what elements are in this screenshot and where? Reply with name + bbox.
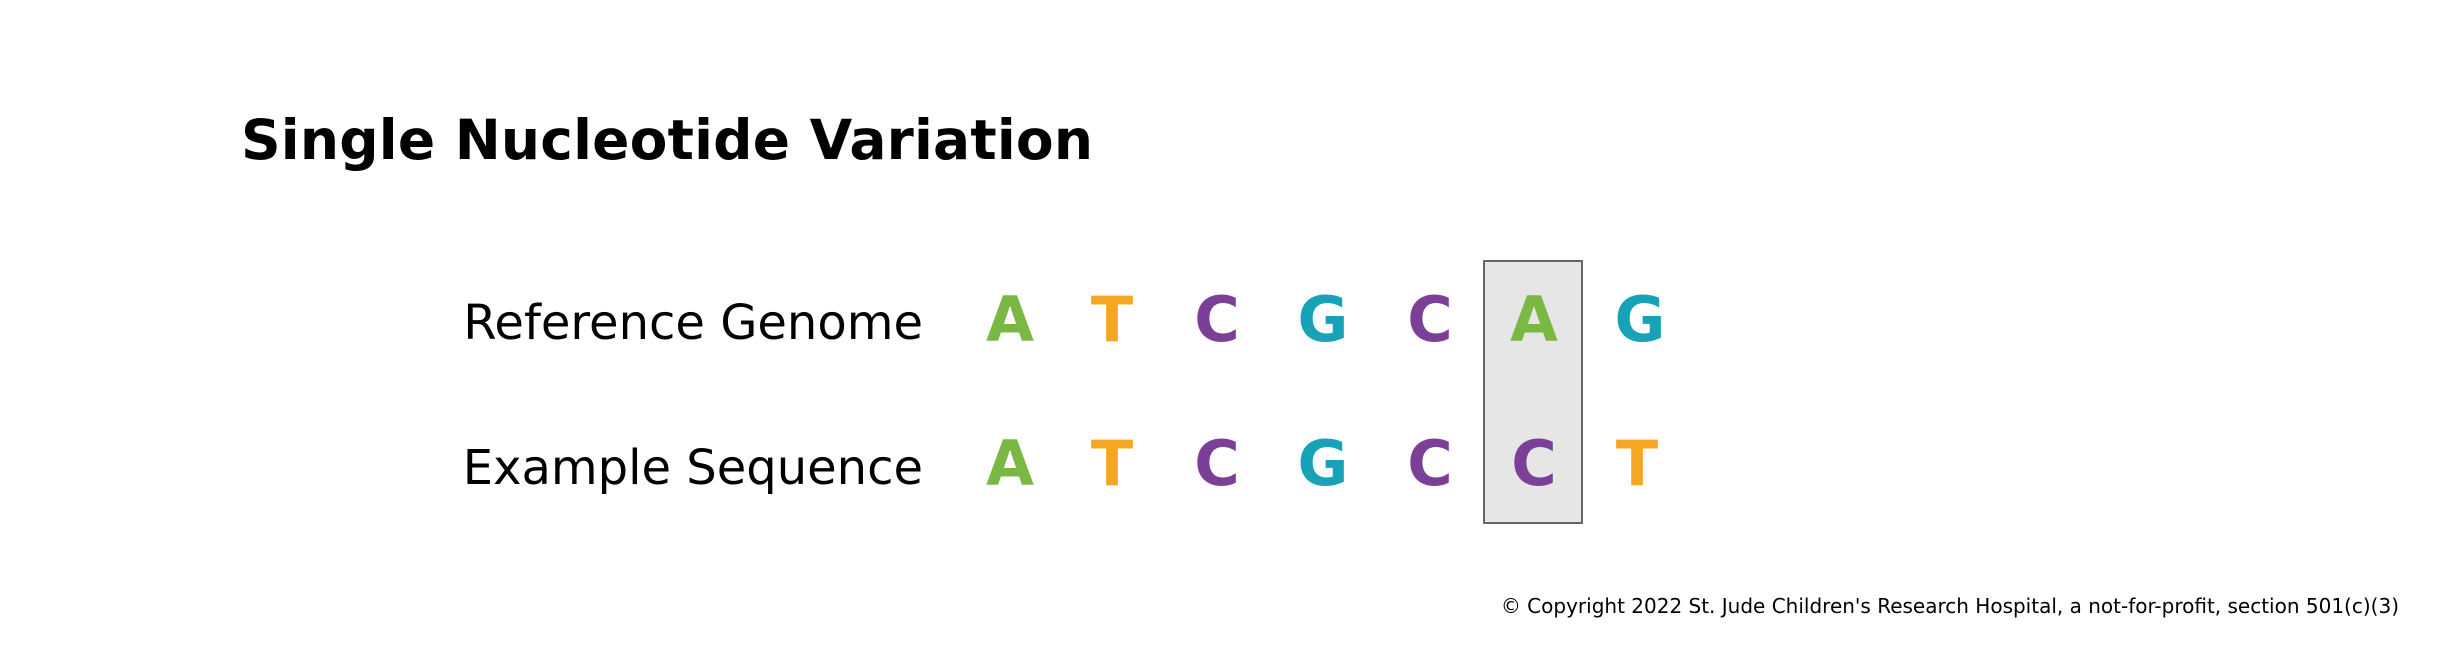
example-base-5: C xyxy=(1407,427,1453,500)
example-base-1: A xyxy=(986,427,1034,500)
reference-base-3: C xyxy=(1194,283,1240,356)
example-base-2: T xyxy=(1090,427,1134,500)
reference-base-4: G xyxy=(1297,283,1349,356)
example-sequence-label: Example Sequence xyxy=(462,440,923,496)
reference-base-7: G xyxy=(1614,283,1666,356)
variant-highlight-box xyxy=(1483,260,1583,524)
reference-base-5: C xyxy=(1407,283,1453,356)
reference-base-2: T xyxy=(1090,283,1134,356)
example-base-3: C xyxy=(1194,427,1240,500)
example-base-7: T xyxy=(1615,427,1659,500)
reference-base-6: A xyxy=(1510,283,1558,356)
copyright-notice: © Copyright 2022 St. Jude Children's Res… xyxy=(1500,594,2399,618)
reference-genome-label: Reference Genome xyxy=(463,295,923,351)
diagram-title: Single Nucleotide Variation xyxy=(241,108,1094,172)
example-base-4: G xyxy=(1297,427,1349,500)
reference-base-1: A xyxy=(986,283,1034,356)
example-base-6: C xyxy=(1511,427,1557,500)
